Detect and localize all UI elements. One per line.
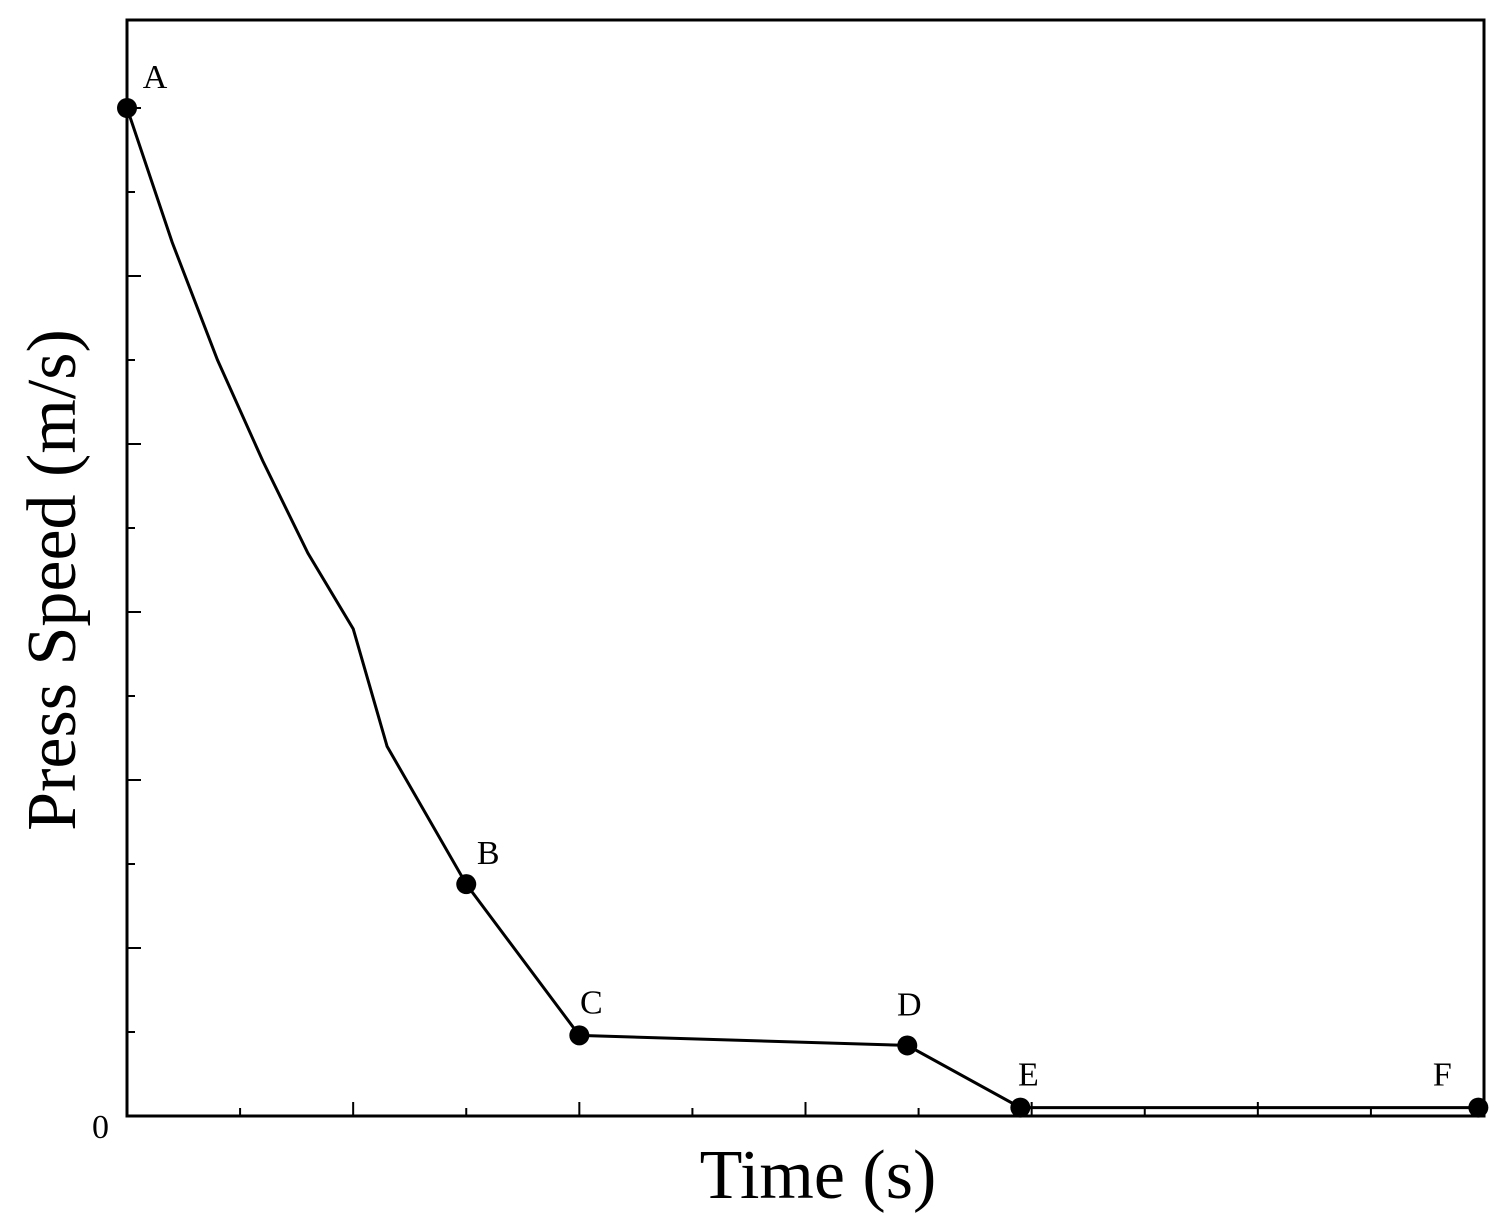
- data-point-b: [456, 874, 477, 895]
- data-points: [117, 98, 1489, 1118]
- data-point-f: [1468, 1097, 1489, 1118]
- point-label-d: D: [897, 986, 922, 1023]
- y-tick-labels: 0: [92, 1109, 109, 1146]
- data-point-e: [1010, 1097, 1031, 1118]
- point-label-e: E: [1018, 1057, 1039, 1094]
- y-axis-title: Press Speed (m/s): [14, 329, 91, 831]
- point-labels: A B C D E F: [143, 59, 1452, 1094]
- point-label-c: C: [580, 984, 603, 1021]
- series-line: [125, 107, 1479, 1110]
- data-point-a: [117, 98, 137, 118]
- plot-frame: [125, 18, 1486, 1118]
- axis-ticks: [127, 107, 1372, 1116]
- data-point-c: [569, 1025, 590, 1046]
- point-label-b: B: [477, 835, 500, 872]
- y-tick-label: 0: [92, 1109, 109, 1146]
- data-point-d: [897, 1035, 918, 1056]
- point-label-f: F: [1433, 1057, 1452, 1094]
- x-axis-title: Time (s): [700, 1137, 937, 1214]
- point-label-a: A: [143, 59, 168, 96]
